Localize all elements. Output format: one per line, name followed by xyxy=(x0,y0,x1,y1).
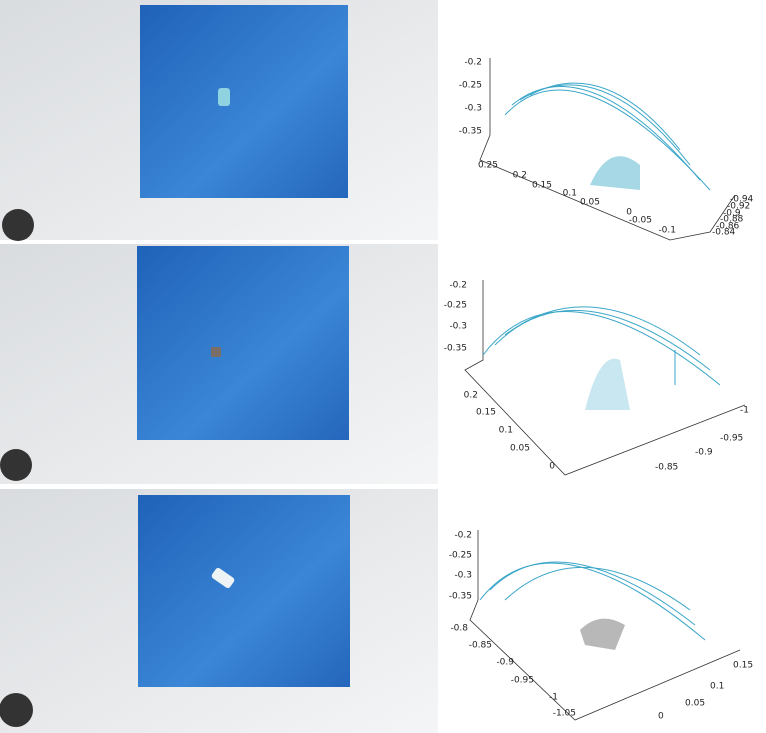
tick-label: -0.9 xyxy=(723,209,741,219)
tick-label: -0.92 xyxy=(727,202,750,212)
tick-label: -0.2 xyxy=(454,531,472,541)
tick-label: -0.3 xyxy=(454,571,472,581)
tick-label: 0.1 xyxy=(710,682,724,692)
tick-label: -0.9 xyxy=(695,448,713,458)
tick-label: -0.95 xyxy=(720,434,743,444)
tick-label: -0.25 xyxy=(444,301,467,311)
tick-label: -1.05 xyxy=(553,709,576,719)
tick-label: -0.94 xyxy=(730,195,754,205)
tick-label: -0.35 xyxy=(449,592,472,602)
tick-label: -0.88 xyxy=(720,215,744,225)
tick-labels: -0.2-0.25-0.3-0.350.250.20.150.10.050-0.… xyxy=(444,58,754,722)
tick-label: -0.25 xyxy=(449,551,472,561)
tick-label: -0.05 xyxy=(629,216,652,226)
tick-label: -0.85 xyxy=(655,463,678,473)
tick-label: 0.2 xyxy=(513,171,527,181)
tick-label: 0.05 xyxy=(685,699,705,709)
tick-label: -0.2 xyxy=(449,281,467,291)
tick-label: -0.84 xyxy=(712,228,736,238)
tick-label: -0.9 xyxy=(496,658,514,668)
tick-label: -0.8 xyxy=(450,624,468,634)
tick-label: -0.85 xyxy=(469,641,492,651)
tick-label: 0.15 xyxy=(476,408,496,418)
plot-1 xyxy=(479,58,736,241)
tick-label: 0.05 xyxy=(510,444,530,454)
plot-3 xyxy=(469,530,741,721)
tick-label: -0.86 xyxy=(716,222,740,232)
plot-2 xyxy=(464,280,746,476)
tick-label: 0.15 xyxy=(733,661,753,671)
tick-label: -0.35 xyxy=(459,127,482,137)
tick-label: -0.1 xyxy=(658,226,676,236)
tick-label: 0.1 xyxy=(563,189,577,199)
tick-label: -0.35 xyxy=(444,344,467,354)
tick-label: -0.25 xyxy=(459,81,482,91)
tick-label: -0.3 xyxy=(464,104,482,114)
tick-label: 0.25 xyxy=(478,161,498,171)
tick-label: -0.2 xyxy=(464,58,482,68)
tick-label: 0.1 xyxy=(499,426,513,436)
photo-3 xyxy=(0,489,438,733)
tick-label: -0.3 xyxy=(449,322,467,332)
tick-label: -1 xyxy=(549,693,558,703)
tick-label: -1 xyxy=(740,406,749,416)
tick-label: 0.15 xyxy=(532,181,552,191)
photo-2 xyxy=(0,244,438,484)
tick-label: 0.2 xyxy=(464,391,478,401)
tick-label: 0 xyxy=(626,208,632,218)
photo-1 xyxy=(0,0,438,241)
tick-label: 0.05 xyxy=(580,198,600,208)
tick-label: 0 xyxy=(549,462,555,472)
tick-label: -0.95 xyxy=(511,676,534,686)
tick-label: 0 xyxy=(658,712,664,722)
